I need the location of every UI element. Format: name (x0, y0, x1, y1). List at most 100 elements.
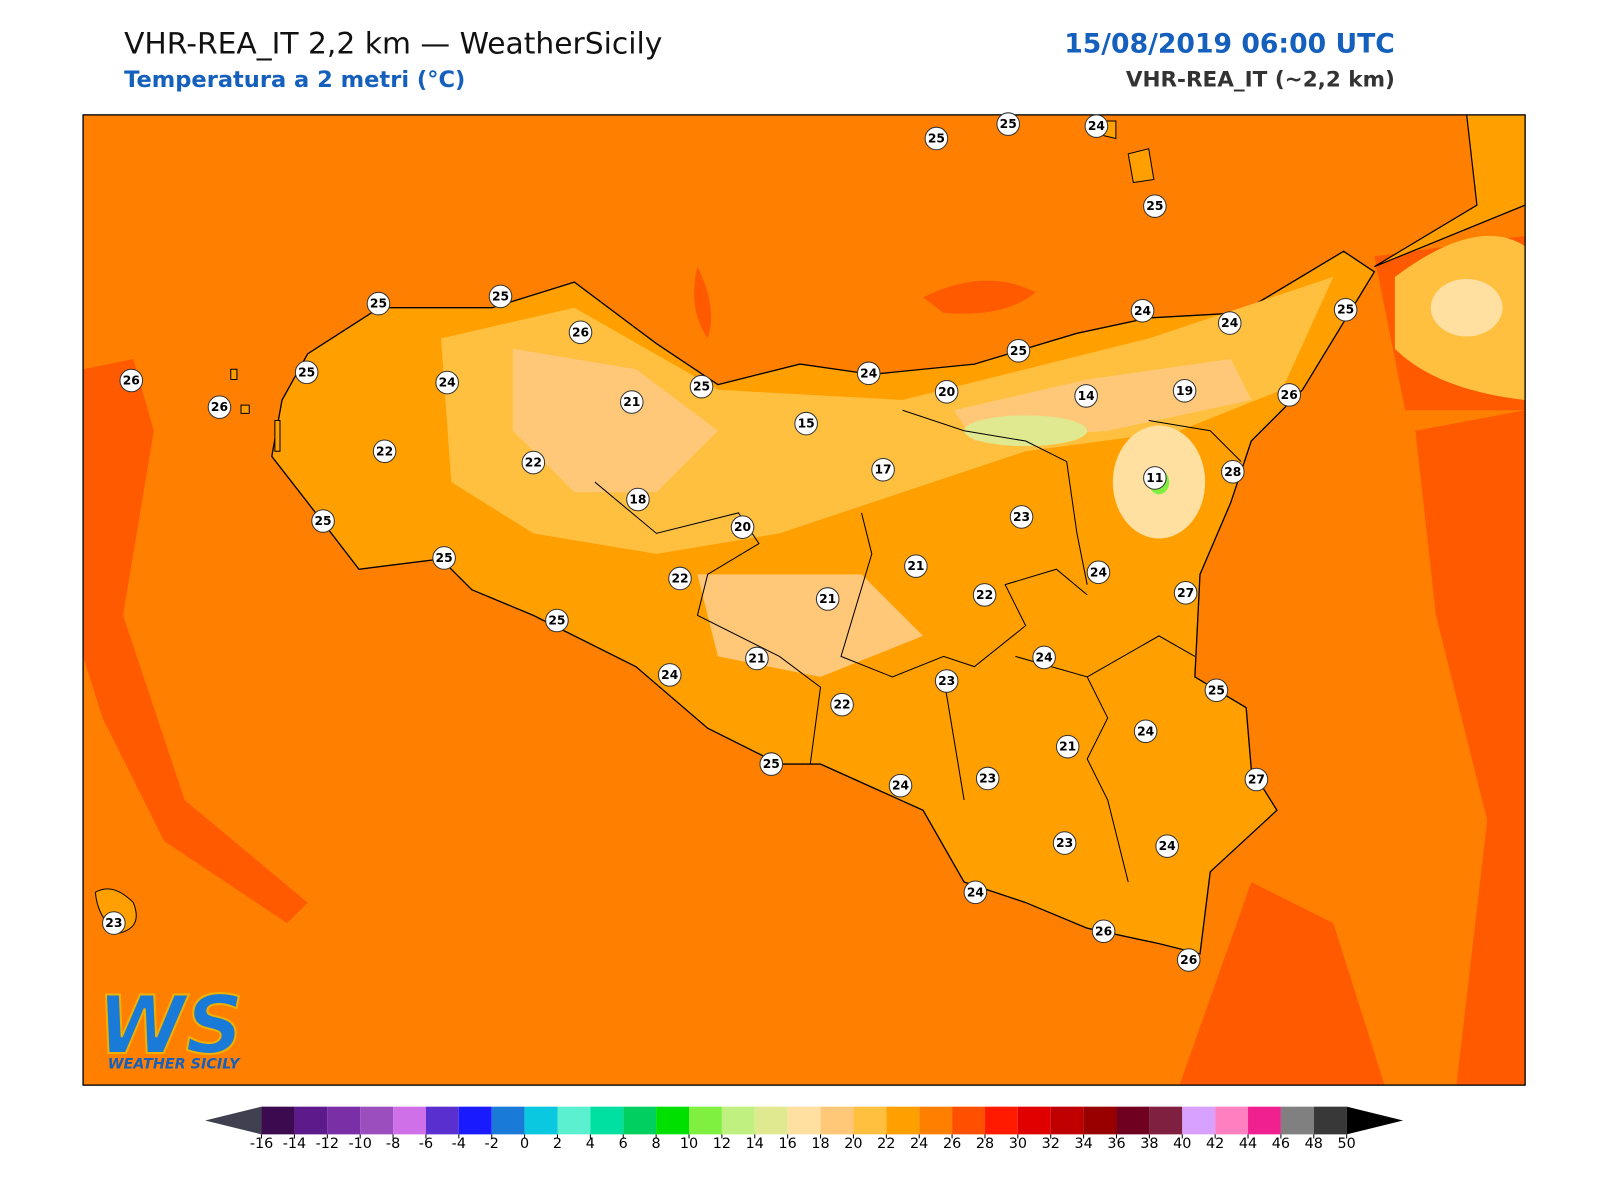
colorbar-cell (1215, 1106, 1249, 1135)
station-marker (1143, 194, 1167, 218)
station-marker (1173, 581, 1198, 605)
station-marker (904, 554, 928, 578)
station-value: 25 (436, 551, 453, 565)
map-frame (82, 114, 1526, 1086)
colorbar-tick-label: -6 (419, 1136, 433, 1152)
station-marker (1217, 311, 1242, 335)
colorbar-tick-label: 30 (1009, 1136, 1027, 1152)
station-marker (366, 291, 391, 316)
station-value: 24 (1088, 119, 1105, 133)
station-value: 15 (798, 417, 815, 431)
station-value: 23 (105, 916, 122, 930)
colorbar-tick-label: 36 (1107, 1136, 1125, 1152)
colorbar-tick-label: -10 (348, 1136, 371, 1152)
station-marker (668, 566, 692, 591)
colorbar-cell (1149, 1106, 1183, 1135)
title: VHR-REA_IT 2,2 km — WeatherSicily (124, 27, 662, 62)
station-marker (294, 360, 319, 385)
station-value: 24 (439, 376, 456, 390)
station-marker (207, 395, 232, 419)
station-marker (372, 439, 397, 464)
station-marker (1204, 678, 1229, 703)
colorbar: -16 -14 -12 -10 -8 -6 -4 -2 0 2 4 6 8 10 12 14 16 18 20 22 2… (205, 1106, 1404, 1152)
station-marker (794, 411, 818, 436)
station-marker (1052, 831, 1077, 855)
colorbar-cell (491, 1106, 525, 1135)
colorbar-cell (425, 1106, 459, 1135)
station-value: 22 (976, 588, 993, 602)
station-value: 22 (671, 571, 688, 585)
map (83, 114, 1526, 1086)
station-value: 25 (370, 297, 387, 311)
station-value: 24 (967, 885, 984, 899)
colorbar-cell (1313, 1106, 1347, 1135)
station-value: 26 (1095, 924, 1112, 938)
station-value: 25 (693, 380, 710, 394)
logo-mark: WS (97, 979, 243, 1072)
colorbar-cell (327, 1106, 361, 1135)
colorbar-cell (721, 1106, 755, 1135)
colorbar-cell (393, 1106, 426, 1135)
station-marker (730, 515, 755, 539)
station-marker (432, 546, 456, 570)
station-marker (1333, 297, 1358, 322)
colorbar-tick-label: 18 (811, 1136, 829, 1152)
colorbar-cell (294, 1106, 328, 1135)
colorbar-tick-label: -8 (386, 1136, 400, 1152)
colorbar-over (1346, 1106, 1404, 1135)
colorbar-tick-label: -12 (316, 1136, 339, 1152)
station-value: 24 (860, 366, 877, 380)
colorbar-tick-label: 50 (1338, 1136, 1356, 1152)
station-value: 24 (892, 779, 909, 793)
station-value: 26 (572, 325, 589, 339)
station-marker (871, 457, 895, 482)
station-marker (619, 390, 644, 414)
station-value: 24 (661, 668, 678, 682)
colorbar-tick-label: 0 (520, 1136, 529, 1152)
station-marker (934, 669, 959, 693)
station-value: 22 (833, 698, 850, 712)
station-marker (924, 126, 949, 151)
station-value: 25 (928, 131, 945, 145)
colorbar-cell (557, 1106, 591, 1135)
station-marker (759, 752, 784, 776)
colorbar-cell (1050, 1106, 1084, 1135)
station-marker (856, 361, 881, 386)
station-value: 11 (1146, 471, 1163, 485)
colorbar-under (205, 1106, 262, 1135)
station-value: 25 (763, 757, 780, 771)
station-marker (488, 284, 513, 309)
station-value: 26 (211, 400, 228, 414)
station-marker (1155, 834, 1179, 858)
station-value: 26 (123, 374, 140, 388)
warm-sea (1179, 235, 1526, 1086)
station-value: 23 (938, 674, 955, 688)
station-marker (1133, 719, 1158, 744)
colorbar-tick-label: 22 (877, 1136, 895, 1152)
nebrodi (964, 415, 1088, 447)
colorbar-cell (656, 1106, 690, 1135)
station-value: 24 (1159, 839, 1176, 853)
logo-name: WEATHER SICILY (108, 1057, 241, 1073)
colorbar-cell (1280, 1106, 1314, 1135)
colorbar-cell (919, 1106, 953, 1135)
station-value: 22 (376, 444, 393, 458)
station-value: 21 (819, 592, 836, 606)
station-marker (1086, 560, 1111, 585)
colorbar-tick-label: 20 (844, 1136, 862, 1152)
colorbar-tick-label: 14 (746, 1136, 764, 1152)
colorbar-cell (787, 1106, 821, 1135)
station-marker (1130, 298, 1155, 323)
colorbar-cell (689, 1106, 722, 1135)
colorbar-tick-label: 28 (976, 1136, 994, 1152)
colorbar-tick-label: 24 (910, 1136, 928, 1152)
station-marker (972, 583, 997, 607)
colorbar-tick-label: -2 (485, 1136, 499, 1152)
colorbar-tick-label: 38 (1140, 1136, 1158, 1152)
colorbar-cell (952, 1106, 985, 1135)
warm-sea (83, 358, 308, 924)
station-value: 25 (1010, 344, 1027, 358)
station-value: 17 (875, 463, 892, 477)
colorbar-cell (360, 1106, 394, 1135)
